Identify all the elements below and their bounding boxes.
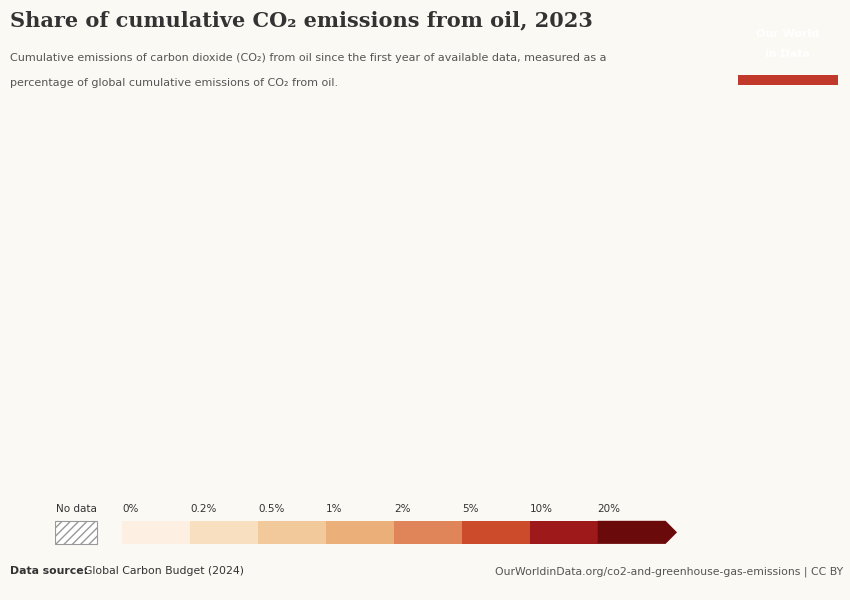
Text: Data source:: Data source: <box>10 566 88 577</box>
Text: 2%: 2% <box>394 504 411 514</box>
Text: 20%: 20% <box>598 504 620 514</box>
FancyBboxPatch shape <box>530 521 598 544</box>
FancyBboxPatch shape <box>462 521 530 544</box>
FancyBboxPatch shape <box>190 521 258 544</box>
Text: 5%: 5% <box>462 504 479 514</box>
Text: Our World: Our World <box>756 29 819 39</box>
Text: No data: No data <box>55 504 96 514</box>
FancyBboxPatch shape <box>394 521 462 544</box>
FancyBboxPatch shape <box>326 521 394 544</box>
Text: OurWorldinData.org/co2-and-greenhouse-gas-emissions | CC BY: OurWorldinData.org/co2-and-greenhouse-ga… <box>495 566 843 577</box>
Text: in Data: in Data <box>766 49 810 59</box>
Text: 10%: 10% <box>530 504 552 514</box>
FancyBboxPatch shape <box>55 521 97 544</box>
Text: Share of cumulative CO₂ emissions from oil, 2023: Share of cumulative CO₂ emissions from o… <box>10 10 593 30</box>
Polygon shape <box>598 521 677 544</box>
Text: percentage of global cumulative emissions of CO₂ from oil.: percentage of global cumulative emission… <box>10 77 338 88</box>
Text: Global Carbon Budget (2024): Global Carbon Budget (2024) <box>83 566 243 577</box>
Text: 0.2%: 0.2% <box>190 504 217 514</box>
FancyBboxPatch shape <box>258 521 326 544</box>
Text: 0%: 0% <box>122 504 139 514</box>
Text: 0.5%: 0.5% <box>258 504 285 514</box>
FancyBboxPatch shape <box>122 521 190 544</box>
FancyBboxPatch shape <box>738 75 838 85</box>
Text: Cumulative emissions of carbon dioxide (CO₂) from oil since the first year of av: Cumulative emissions of carbon dioxide (… <box>10 53 607 63</box>
Text: 1%: 1% <box>326 504 343 514</box>
